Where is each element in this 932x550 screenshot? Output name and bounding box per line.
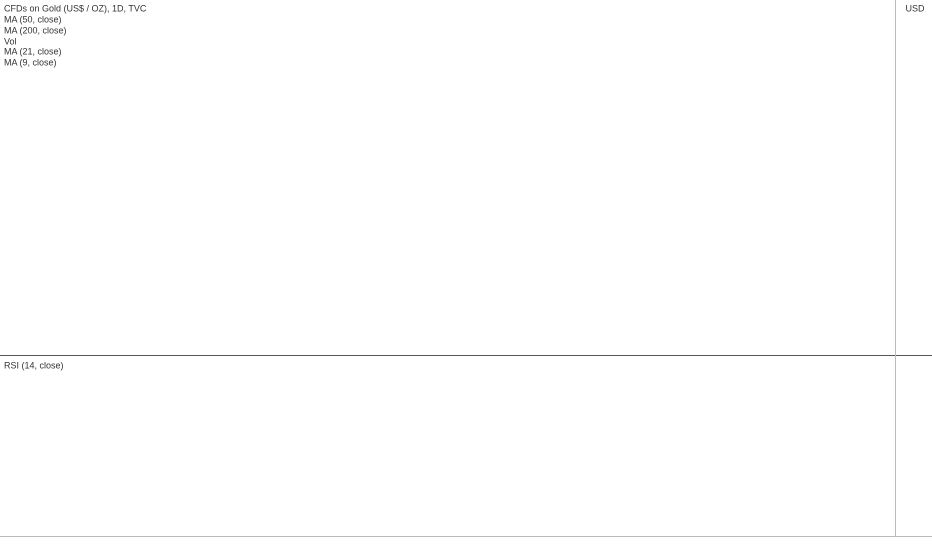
legend-item: MA (21, close) <box>4 46 62 56</box>
currency: USD <box>905 3 925 13</box>
legend-item: MA (9, close) <box>4 57 57 67</box>
legend-item: MA (200, close) <box>4 25 67 35</box>
legend-item: Vol <box>4 36 17 46</box>
chart-title: CFDs on Gold (US$ / OZ), 1D, TVC <box>4 3 147 13</box>
legend-item: MA (50, close) <box>4 14 62 24</box>
rsi-title: RSI (14, close) <box>4 360 64 370</box>
legend: CFDs on Gold (US$ / OZ), 1D, TVC MA (50,… <box>4 3 925 370</box>
